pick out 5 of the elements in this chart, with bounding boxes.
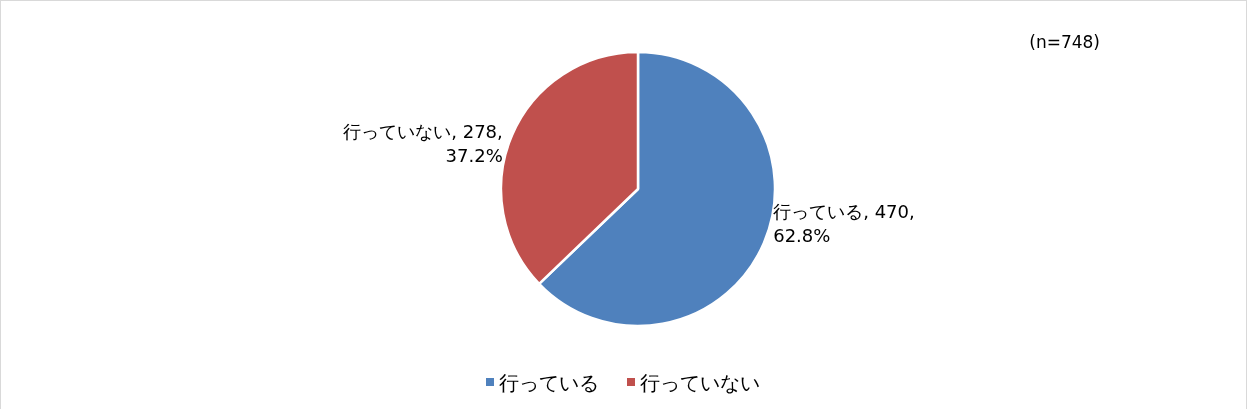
data-label: 行っていない, 278, 37.2% (343, 120, 503, 166)
legend-label: 行っていない (640, 371, 760, 395)
data-label: 行っている, 470, 62.8% (773, 201, 915, 247)
text: (n=748) (1029, 32, 1100, 52)
legend-label: 行っている (499, 371, 599, 395)
